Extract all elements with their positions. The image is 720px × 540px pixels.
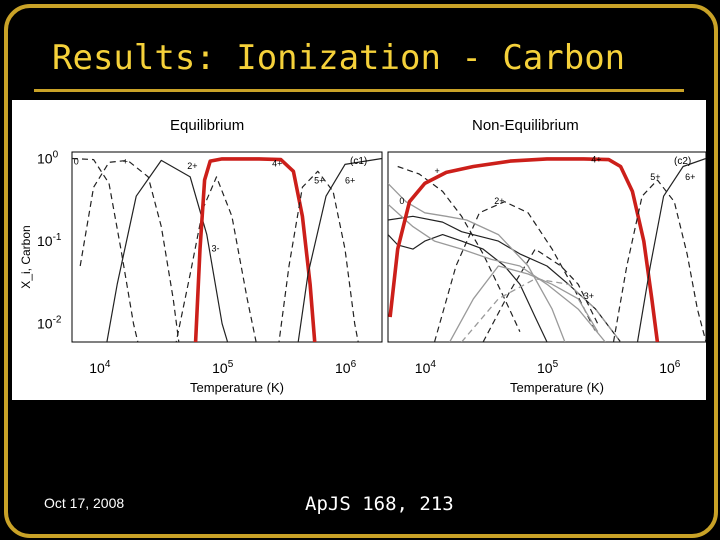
ion-curve-0 — [388, 234, 548, 342]
x-tick-exponent: 5 — [228, 359, 234, 370]
figure-panel — [12, 100, 706, 400]
ion-label: 2+ — [494, 196, 504, 206]
series-group — [388, 157, 706, 342]
x-axis-label: Temperature (K) — [190, 380, 284, 395]
series-group — [72, 157, 382, 342]
y-tick-exponent: -2 — [53, 315, 62, 326]
ion-curve-6 — [388, 203, 606, 342]
x-tick-exponent: 6 — [351, 359, 357, 370]
x-tick-label: 104 — [89, 359, 111, 376]
y-tick-label: 100 — [37, 150, 59, 167]
x-tick-exponent: 5 — [553, 359, 559, 370]
ion-curve-3 — [433, 201, 597, 342]
citation: ApJS 168, 213 — [305, 493, 454, 515]
left-panel-title: Equilibrium — [170, 117, 245, 134]
ion-label: 0 — [399, 196, 404, 206]
y-tick-label: 10-2 — [37, 315, 62, 332]
x-tick-exponent: 4 — [105, 359, 111, 370]
ion-curve-4 — [482, 248, 599, 342]
panel-tag: (c2) — [674, 156, 691, 167]
chart-0: 0 +2+ 4+ 5+ 6+ 3- (c1) 104 105 106 Temperature (K)… — [19, 150, 383, 395]
slide-date: Oct 17, 2008 — [44, 495, 125, 511]
highlight-curve — [388, 157, 660, 342]
y-axis-label: X_i, Carbon — [19, 225, 33, 288]
ion-label: 0 — [74, 156, 79, 166]
ion-curve-2 — [106, 159, 229, 342]
right-panel-title: Non-Equilibrium — [472, 117, 579, 134]
ion-curve-10 — [612, 179, 706, 342]
ion-label: + — [123, 156, 128, 166]
ion-curve-7 — [449, 265, 599, 342]
x-axis-label: Temperature (K) — [510, 380, 604, 395]
ion-curve-1 — [79, 159, 180, 342]
x-tick-label: 104 — [415, 359, 437, 376]
ion-label: 3+ — [584, 291, 594, 301]
ion-curve-2 — [397, 165, 521, 332]
y-tick-exponent: 0 — [53, 150, 59, 161]
x-tick-label: 105 — [537, 359, 559, 376]
ion-curve-5 — [388, 182, 566, 342]
ion-label: 4+ — [591, 154, 601, 164]
x-tick-label: 106 — [659, 359, 681, 376]
ion-label: 6+ — [345, 175, 355, 185]
ion-curve-1 — [388, 215, 622, 342]
panel-tag: (c1) — [350, 156, 367, 167]
title-underline — [34, 89, 684, 92]
ion-curve-11 — [636, 157, 706, 342]
ion-label: 2+ — [187, 161, 197, 171]
highlight-curve — [193, 157, 317, 342]
y-tick-label: 10-1 — [37, 232, 62, 249]
ion-label: 6+ — [685, 172, 695, 182]
chart-1: 4+ +5+ 6+ 0 2+ 3+ (c2) 104 105 106 Temperature (K) — [387, 151, 707, 395]
ion-curve-5 — [278, 170, 359, 342]
x-tick-exponent: 6 — [675, 359, 681, 370]
ion-label: 5+ — [650, 172, 660, 182]
ion-curve-6 — [297, 157, 382, 342]
x-tick-exponent: 4 — [430, 359, 436, 370]
ion-label: 5+ — [314, 175, 324, 185]
ion-label: 4+ — [272, 159, 282, 169]
ion-label: 3- — [212, 243, 220, 253]
ion-curve-8 — [461, 278, 622, 342]
y-tick-exponent: -1 — [53, 232, 62, 243]
ion-curve-0 — [72, 157, 139, 342]
x-tick-label: 105 — [212, 359, 234, 376]
x-tick-label: 106 — [335, 359, 357, 376]
ion-label: + — [434, 166, 439, 176]
slide-title: Results: Ionization - Carbon — [52, 38, 626, 78]
ion-curve-3 — [175, 176, 257, 342]
